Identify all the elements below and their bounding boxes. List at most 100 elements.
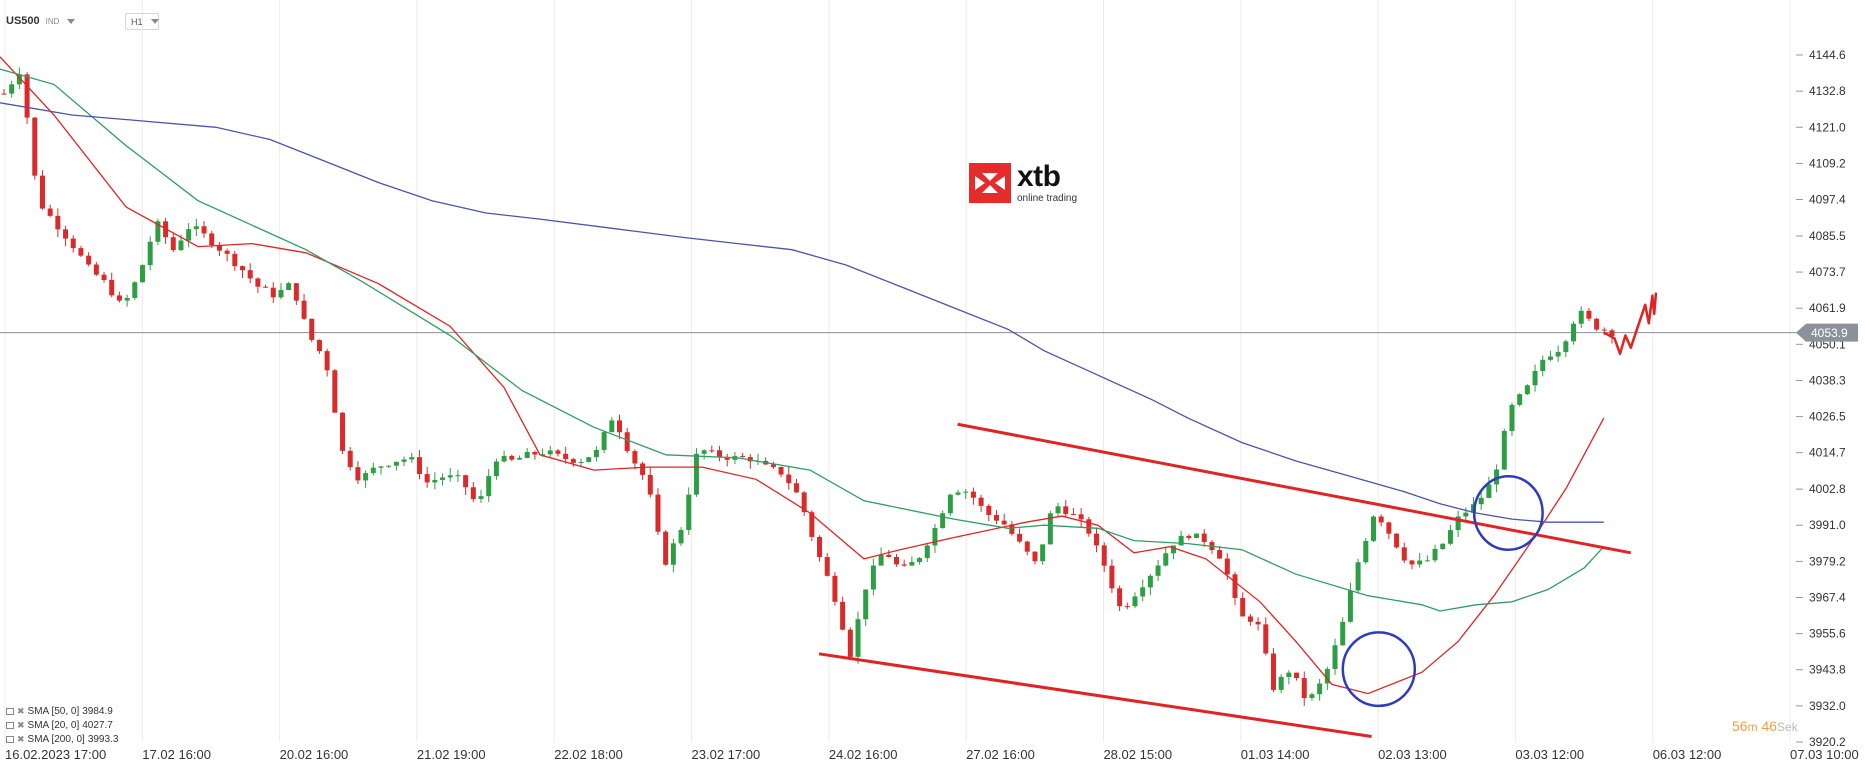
candle-down	[39, 175, 45, 209]
candle-up	[516, 457, 522, 460]
candle-up	[155, 221, 161, 242]
candle-down	[886, 554, 892, 557]
y-tick-label: 4109.2	[1809, 156, 1846, 170]
candle-down	[78, 248, 84, 256]
candle-down	[1263, 624, 1269, 654]
candle-up	[932, 528, 938, 546]
candle-down	[1063, 506, 1069, 515]
logo-name: xtb	[1017, 160, 1061, 193]
candle-down	[832, 575, 838, 602]
candle-up	[1478, 497, 1484, 505]
candle-down	[1386, 522, 1392, 534]
candle-down	[55, 215, 61, 230]
candle-down	[109, 279, 115, 296]
settings-icon[interactable]	[6, 707, 14, 715]
instrument-type: IND	[45, 16, 60, 26]
candle-up	[609, 420, 615, 433]
candle-up	[1324, 668, 1330, 684]
candle-down	[563, 453, 569, 460]
close-icon[interactable]: ✖	[17, 719, 25, 730]
chevron-down-icon[interactable]	[67, 18, 76, 24]
candle-down	[786, 474, 792, 484]
candle-down	[978, 497, 984, 506]
y-tick-label: 4073.7	[1809, 265, 1846, 279]
close-icon[interactable]: ✖	[17, 705, 25, 716]
candle-down	[340, 412, 346, 451]
candle-down	[470, 487, 476, 499]
sma-line	[0, 56, 1605, 695]
candle-up	[186, 229, 192, 241]
candle-up	[678, 529, 684, 544]
candle-down	[1024, 541, 1030, 552]
candle-down	[101, 274, 107, 280]
x-tick-label: 17.02 16:00	[142, 747, 211, 762]
candle-up	[1509, 404, 1515, 431]
candle-up	[286, 283, 292, 291]
candle-up	[1170, 545, 1176, 554]
candle-up	[1140, 587, 1146, 597]
candle-up	[1347, 590, 1353, 622]
candle-up	[378, 466, 384, 468]
candle-up	[693, 453, 699, 495]
instrument-header[interactable]: US500 IND	[6, 12, 76, 30]
candle-up	[478, 496, 484, 499]
candle-up	[1147, 575, 1153, 588]
candle-down	[1094, 533, 1100, 546]
legend-label: SMA [200, 0]	[27, 733, 85, 745]
y-tick-label: 4144.6	[1809, 48, 1846, 62]
chevron-down-icon	[150, 19, 159, 24]
candle-up	[586, 457, 592, 462]
candle-down	[1601, 329, 1607, 331]
candle-down	[309, 318, 315, 340]
candle-down	[1301, 678, 1307, 699]
instrument-symbol[interactable]: US500	[6, 15, 40, 27]
candle-up	[1317, 683, 1323, 695]
candle-down	[1017, 533, 1023, 542]
candle-up	[1447, 530, 1453, 544]
legend-value: 3984.9	[82, 705, 113, 717]
candle-up	[1463, 512, 1469, 517]
candle-up	[601, 432, 607, 450]
candle-down	[970, 491, 976, 498]
countdown-minutes: 56	[1732, 718, 1748, 734]
legend-item-sma200[interactable]: ✖ SMA [200, 0] 3993.3	[6, 732, 118, 746]
settings-icon[interactable]	[6, 735, 14, 743]
candle-up	[132, 282, 138, 298]
candle-down	[416, 457, 422, 475]
candle-down	[1240, 597, 1246, 617]
legend-item-sma50[interactable]: ✖ SMA [50, 0] 3984.9	[6, 704, 118, 718]
candle-down	[617, 420, 623, 433]
candle-down	[63, 229, 69, 239]
candle-up	[16, 74, 22, 85]
candle-up	[447, 475, 453, 478]
legend-item-sma20[interactable]: ✖ SMA [20, 0] 4027.7	[6, 718, 118, 732]
settings-icon[interactable]	[6, 721, 14, 729]
close-icon[interactable]: ✖	[17, 733, 25, 744]
candle-up	[1363, 540, 1369, 563]
y-tick-label: 4038.3	[1809, 373, 1846, 387]
candle-down	[632, 451, 638, 464]
y-tick-label: 3955.6	[1809, 627, 1846, 641]
candle-down	[1586, 310, 1592, 319]
candle-down	[655, 494, 661, 532]
candle-up	[1055, 506, 1061, 514]
current-price-badge	[1796, 323, 1858, 342]
candle-down	[232, 253, 238, 267]
candle-down	[1270, 653, 1276, 690]
x-tick-label: 02.03 13:00	[1378, 747, 1447, 762]
timeframe-selector[interactable]: H1	[125, 13, 159, 30]
candle-down	[532, 452, 538, 455]
candle-up	[940, 513, 946, 529]
candle-up	[139, 265, 145, 283]
candle-down	[170, 237, 176, 251]
candle-up	[409, 457, 415, 460]
candle-down	[847, 629, 853, 657]
x-tick-label: 06.03 12:00	[1653, 747, 1722, 762]
candle-down	[86, 255, 92, 265]
legend-value: 3993.3	[87, 733, 119, 745]
candle-up	[878, 554, 884, 566]
candle-down	[809, 512, 815, 537]
candle-down	[247, 270, 253, 279]
candle-up	[432, 479, 438, 483]
